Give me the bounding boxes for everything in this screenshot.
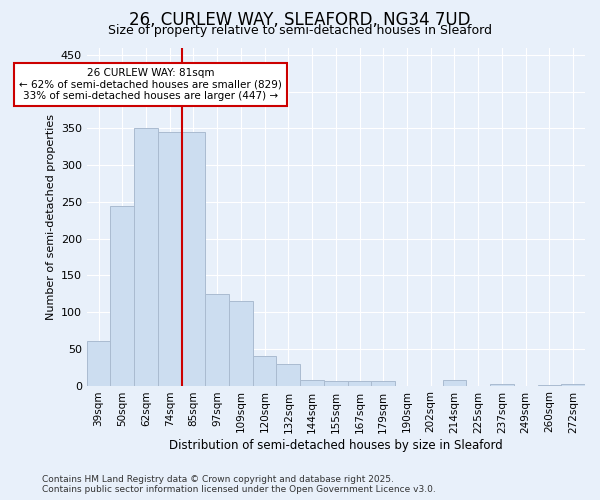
Bar xyxy=(538,385,561,386)
Bar xyxy=(110,206,134,386)
Bar xyxy=(253,356,277,386)
Y-axis label: Number of semi-detached properties: Number of semi-detached properties xyxy=(46,114,56,320)
Bar xyxy=(561,384,585,386)
Bar xyxy=(134,128,158,386)
Bar xyxy=(86,342,110,386)
Bar xyxy=(158,132,182,386)
Bar xyxy=(490,384,514,386)
Bar xyxy=(371,381,395,386)
Bar xyxy=(347,381,371,386)
Bar xyxy=(182,132,205,386)
Text: Contains HM Land Registry data © Crown copyright and database right 2025.
Contai: Contains HM Land Registry data © Crown c… xyxy=(42,474,436,494)
Text: 26 CURLEW WAY: 81sqm
← 62% of semi-detached houses are smaller (829)
33% of semi: 26 CURLEW WAY: 81sqm ← 62% of semi-detac… xyxy=(19,68,282,102)
Bar xyxy=(443,380,466,386)
Bar xyxy=(229,301,253,386)
Bar xyxy=(277,364,300,386)
Text: 26, CURLEW WAY, SLEAFORD, NG34 7UD: 26, CURLEW WAY, SLEAFORD, NG34 7UD xyxy=(129,11,471,29)
Bar xyxy=(324,381,347,386)
X-axis label: Distribution of semi-detached houses by size in Sleaford: Distribution of semi-detached houses by … xyxy=(169,440,503,452)
Bar xyxy=(205,294,229,386)
Bar xyxy=(300,380,324,386)
Text: Size of property relative to semi-detached houses in Sleaford: Size of property relative to semi-detach… xyxy=(108,24,492,37)
